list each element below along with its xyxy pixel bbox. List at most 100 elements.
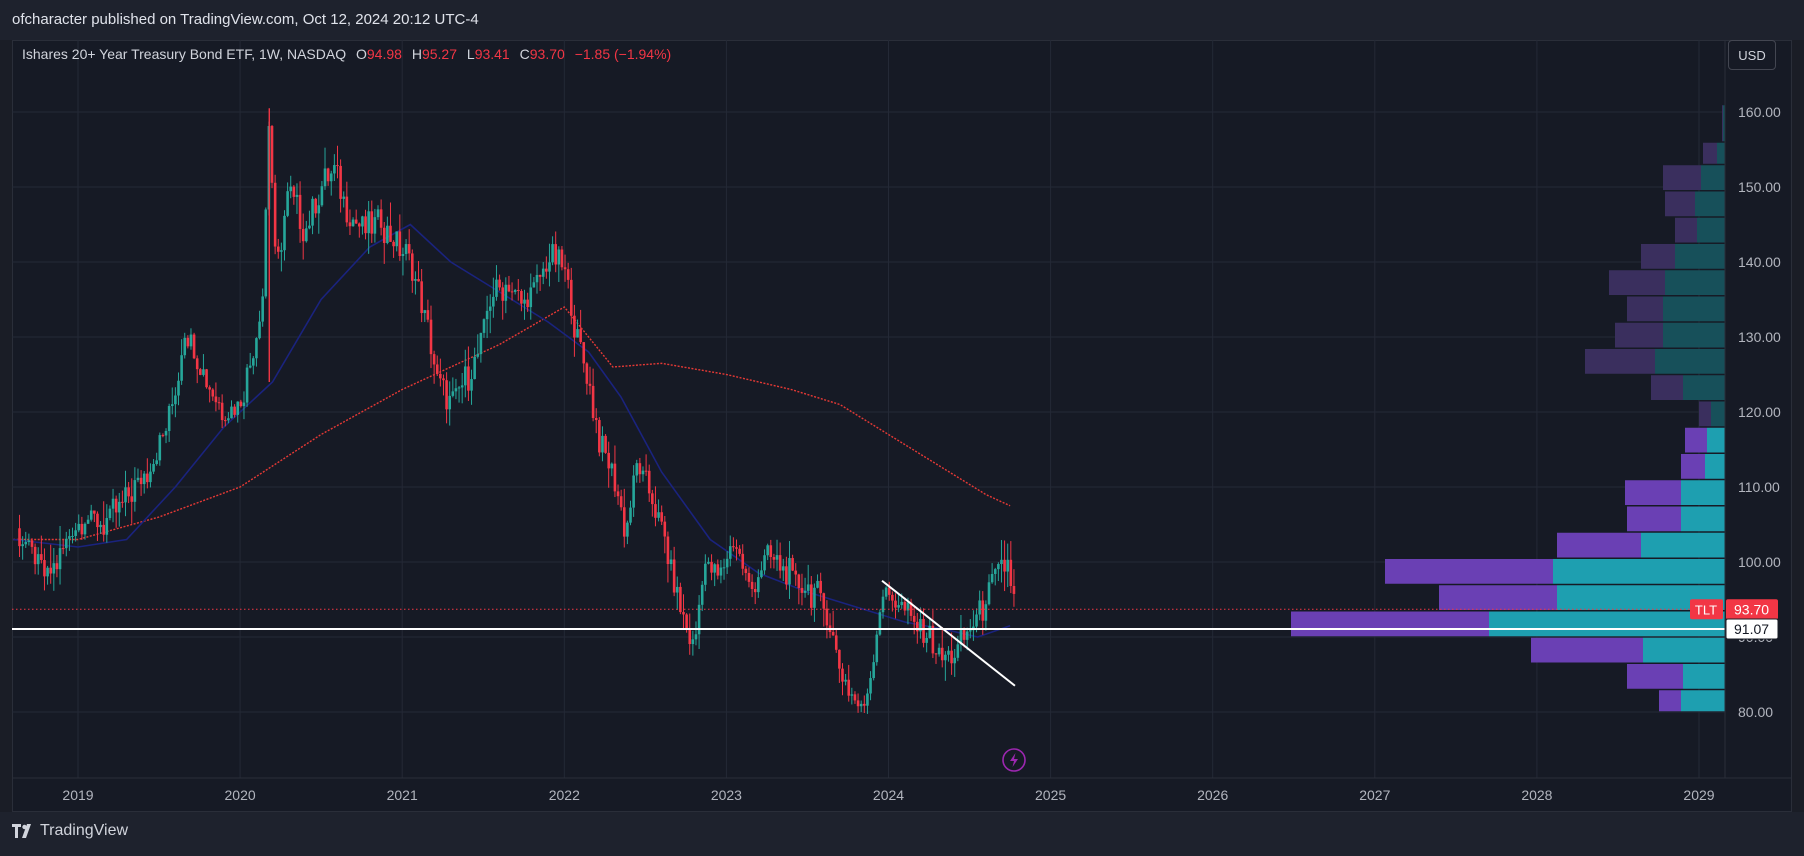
candle-body (816, 580, 819, 588)
volume-profile-down-bar (1665, 191, 1695, 217)
change-value: −1.85 (−1.94%) (574, 46, 672, 62)
currency-button[interactable]: USD (1728, 40, 1776, 70)
tradingview-logo[interactable]: TradingView (12, 822, 128, 840)
candle-body (64, 538, 68, 549)
candle-body (183, 337, 187, 356)
y-tick-label: 130.00 (1738, 329, 1781, 345)
x-tick-label: 2026 (1197, 787, 1228, 803)
candle-body (526, 299, 529, 308)
candle-body (24, 541, 28, 545)
candle-body (358, 223, 361, 227)
candle-body (317, 205, 321, 214)
candle-body (336, 165, 339, 167)
candle-body (713, 564, 716, 573)
candle-body (728, 546, 732, 559)
volume-profile-up-bar (1683, 375, 1725, 400)
publish-header: ofcharacter published on TradingView.com… (0, 0, 1804, 40)
candle-body (956, 644, 960, 658)
candle-body (616, 491, 620, 497)
candle-body (223, 420, 227, 422)
candle-body (997, 564, 1000, 570)
candle-body (663, 521, 667, 537)
candle-body (248, 365, 252, 368)
candle-body (685, 614, 688, 629)
candle-body (909, 602, 913, 616)
candle-body (473, 356, 476, 380)
candle-body (354, 219, 358, 224)
chart-pane[interactable] (12, 40, 1792, 812)
candle-body (367, 211, 370, 234)
y-tick-label: 80.00 (1738, 704, 1773, 720)
candle-body (747, 572, 751, 582)
volume-profile-down-bar (1685, 427, 1707, 453)
x-tick-label: 2028 (1521, 787, 1552, 803)
candle-body (538, 274, 542, 277)
volume-profile-down-bar (1659, 690, 1681, 712)
candle-body (320, 186, 324, 206)
x-tick-label: 2024 (873, 787, 904, 803)
candle-body (233, 406, 236, 415)
candle-body (61, 548, 65, 550)
candle-body (314, 198, 317, 214)
candle-body (529, 287, 533, 308)
candle-body (766, 545, 769, 556)
candle-body (379, 209, 383, 228)
y-tick-label: 150.00 (1738, 179, 1781, 195)
candle-body (470, 379, 473, 391)
candle-body (551, 244, 554, 263)
candle-body (797, 574, 801, 588)
volume-profile-up-bar (1717, 142, 1725, 164)
candle-body (96, 513, 99, 528)
candle-body (968, 630, 972, 632)
volume-profile-down-bar (1627, 664, 1683, 689)
volume-profile-up-bar (1675, 244, 1725, 269)
volume-profile-down-bar (1609, 270, 1665, 295)
candle-body (912, 615, 916, 622)
candle-body (919, 618, 922, 632)
candle-body (626, 522, 629, 537)
candle-body (548, 262, 551, 272)
candle-body (541, 268, 545, 277)
candle-body (950, 650, 953, 664)
candle-body (710, 561, 713, 573)
candle-body (295, 194, 299, 197)
candle-body (834, 635, 838, 650)
candle-body (202, 369, 205, 375)
sma-long-line (13, 306, 1011, 541)
volume-profile-up-bar (1665, 270, 1725, 295)
candle-body (735, 547, 738, 549)
candle-body (679, 586, 682, 613)
candle-body (442, 378, 445, 381)
low-value: 93.41 (474, 46, 510, 62)
volume-profile-up-bar (1553, 559, 1725, 584)
volume-profile-up-bar (1655, 349, 1725, 374)
candle-body (791, 558, 794, 571)
volume-profile-down-bar (1385, 559, 1553, 584)
candle-body (30, 540, 34, 547)
x-tick-label: 2029 (1683, 787, 1714, 803)
candle-body (523, 299, 526, 304)
publish-header-text: ofcharacter published on TradingView.com… (12, 11, 479, 28)
candle-body (806, 584, 810, 591)
last-price-tag-label: 93.70 (1734, 601, 1769, 617)
volume-profile-up-bar (1641, 532, 1725, 558)
candle-body (753, 588, 757, 593)
candle-body (255, 338, 258, 359)
candle-body (311, 198, 314, 226)
candle-body (488, 306, 492, 311)
candle-body (744, 568, 748, 573)
candle-body (763, 555, 766, 571)
volume-profile-up-bar (1723, 105, 1725, 142)
volume-profile-down-bar (1675, 217, 1697, 243)
candle-body (305, 228, 308, 242)
candle-body (89, 510, 93, 520)
candle-body (959, 629, 963, 645)
candle-body (407, 244, 411, 254)
candle-body (984, 604, 988, 621)
candle-body (498, 279, 501, 288)
candle-body (947, 650, 950, 655)
volume-profile-up-bar (1711, 401, 1725, 427)
candle-body (613, 463, 617, 492)
candle-body (348, 222, 352, 227)
